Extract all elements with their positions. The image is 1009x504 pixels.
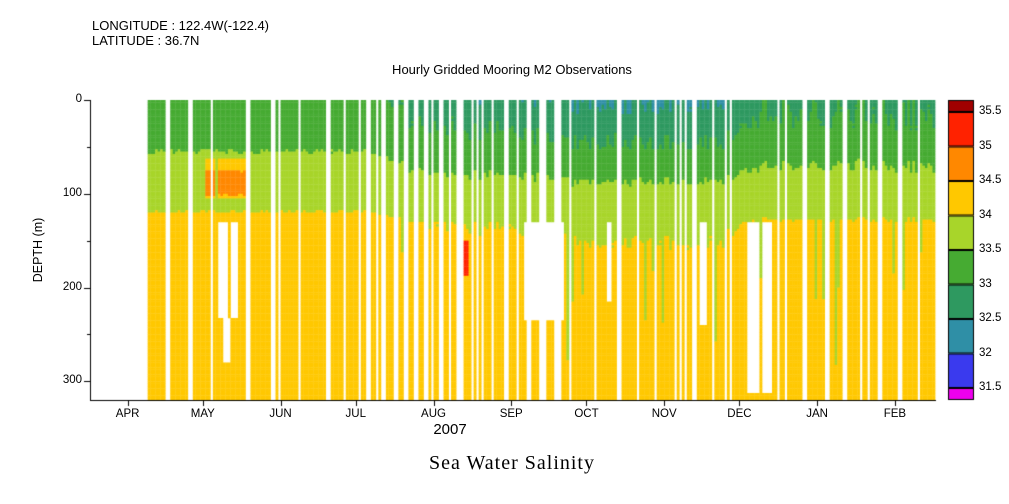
colorbar-tick-label: 34.5 (979, 174, 1002, 186)
x-axis-tick-label: AUG (421, 408, 446, 420)
colorbar-tick-label: 33.5 (979, 243, 1002, 255)
x-axis-tick-label: APR (115, 408, 140, 420)
x-axis-tick-label: OCT (574, 408, 599, 420)
colorbar-tick-label: 35.5 (979, 105, 1002, 117)
longitude-label: LONGITUDE : 122.4W(-122.4) (92, 18, 269, 33)
year-label: 2007 (433, 421, 467, 438)
colorbar-tick-label: 34 (979, 208, 992, 221)
x-axis-tick-label: MAY (190, 408, 215, 420)
x-axis-tick-label: JAN (806, 408, 828, 420)
y-axis-tick-label: 300 (62, 374, 82, 387)
chart-title: Hourly Gridded Mooring M2 Observations (392, 62, 632, 77)
x-axis-tick-label: SEP (499, 408, 523, 420)
x-axis-tick-label: JUL (345, 408, 366, 420)
x-axis-tick-label: NOV (651, 408, 677, 420)
colorbar-tick-label: 31.5 (979, 381, 1002, 393)
latitude-label: LATITUDE : 36.7N (92, 33, 200, 48)
y-axis-tick-label: 0 (75, 93, 82, 105)
x-axis-tick-label: DEC (727, 408, 752, 420)
colorbar-tick-label: 32.5 (979, 312, 1002, 324)
chart-caption: Sea Water Salinity (429, 452, 595, 474)
x-axis-tick-label: FEB (883, 408, 907, 420)
colorbar-tick-label: 33 (979, 277, 992, 290)
x-axis-tick-label: JUN (269, 408, 292, 420)
depth-axis-label: DEPTH (m) (31, 217, 45, 283)
colorbar-tick-label: 32 (979, 346, 992, 359)
colorbar-tick-label: 35 (979, 139, 992, 152)
y-axis-tick-label: 100 (62, 186, 82, 199)
y-axis-tick-label: 200 (62, 280, 82, 293)
